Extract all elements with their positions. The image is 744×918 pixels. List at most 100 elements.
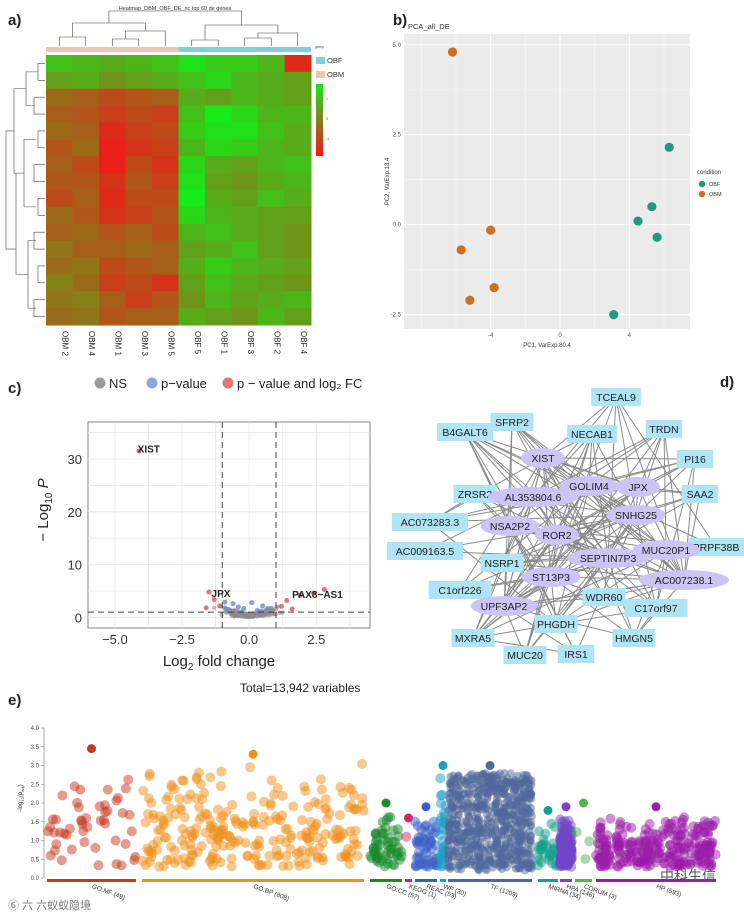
manhattan-point xyxy=(494,797,503,806)
volcano-point-ns xyxy=(246,614,252,619)
manhattan-point xyxy=(416,824,427,835)
heatmap-cell xyxy=(46,190,73,208)
heatmap-cell xyxy=(125,240,153,258)
manhattan-point xyxy=(596,853,607,864)
manhattan-point xyxy=(611,840,622,851)
manhattan-point xyxy=(439,810,450,821)
volcano-point-ns xyxy=(263,613,268,618)
manhattan-point xyxy=(506,815,515,824)
manhattan-point xyxy=(111,859,122,870)
volcano-point-ns xyxy=(251,613,256,618)
manhattan-point xyxy=(525,775,534,784)
manhattan-point xyxy=(446,789,455,798)
manhattan-point xyxy=(334,832,345,843)
manhattan-point xyxy=(371,844,382,855)
manhattan-point xyxy=(565,852,576,863)
manhattan-point xyxy=(472,835,481,844)
manhattan-point xyxy=(349,804,360,815)
volcano-point-sig xyxy=(206,589,212,595)
network-edge xyxy=(542,457,590,487)
network-edge xyxy=(472,485,590,639)
manhattan-point xyxy=(421,842,432,853)
volcano-point-ns xyxy=(242,614,247,619)
manhattan-point xyxy=(644,855,655,866)
manhattan-source-label: GO:MF (49) xyxy=(91,883,126,901)
manhattan-point xyxy=(469,841,478,850)
volcano-point-ns xyxy=(251,613,257,619)
manhattan-point xyxy=(599,842,610,853)
manhattan-point xyxy=(491,779,500,788)
network-node-label: ZRSR2 xyxy=(458,489,493,501)
network-edge xyxy=(542,457,590,487)
manhattan-point xyxy=(516,837,525,846)
heatmap-cell xyxy=(231,190,259,208)
volcano-point-ns xyxy=(256,609,262,615)
network-edge xyxy=(542,457,685,581)
manhattan-point xyxy=(525,784,534,793)
volcano-point-ns xyxy=(229,610,234,615)
manhattan-point xyxy=(517,830,526,839)
manhattan-point xyxy=(427,859,438,870)
heatmap-cell xyxy=(152,139,179,157)
volcano-point-ns xyxy=(243,613,248,618)
manhattan-point xyxy=(538,848,549,859)
manhattan-point xyxy=(57,790,68,801)
manhattan-point xyxy=(470,861,479,870)
manhattan-point xyxy=(481,860,490,869)
volcano-point-ns xyxy=(243,612,249,617)
heatmap-cell xyxy=(125,55,153,73)
volcano-point-ns xyxy=(234,612,240,617)
manhattan-point xyxy=(643,827,654,838)
network-node-label: ST13P3 xyxy=(532,572,570,584)
network-node-label: C17orf97 xyxy=(634,603,677,615)
manhattan-point xyxy=(452,790,461,799)
manhattan-point xyxy=(518,846,527,855)
pca-point-obf xyxy=(633,216,643,226)
manhattan-point xyxy=(666,823,677,834)
manhattan-point xyxy=(605,853,616,864)
manhattan-point xyxy=(389,860,400,871)
volcano-x-tick-label: −5.0 xyxy=(102,632,128,647)
manhattan-point xyxy=(595,823,606,834)
volcano-y-tick-label: 0 xyxy=(75,610,82,625)
manhattan-point xyxy=(653,837,664,848)
network-node-gene xyxy=(612,629,656,647)
manhattan-point xyxy=(352,839,363,850)
manhattan-point xyxy=(472,843,481,852)
manhattan-point xyxy=(211,853,222,864)
heatmap-cell xyxy=(178,88,206,107)
manhattan-point xyxy=(613,844,624,855)
manhattan-point xyxy=(562,835,573,846)
manhattan-point xyxy=(620,853,631,864)
manhattan-point xyxy=(451,821,460,830)
manhattan-point xyxy=(456,828,465,837)
manhattan-point xyxy=(346,799,357,810)
manhattan-point xyxy=(320,794,331,805)
network-edge xyxy=(550,557,609,578)
network-edge xyxy=(429,521,557,625)
manhattan-point xyxy=(280,824,291,835)
manhattan-point xyxy=(484,845,493,854)
manhattan-top-point xyxy=(485,761,495,770)
manhattan-point xyxy=(499,790,508,799)
manhattan-point xyxy=(461,846,470,855)
manhattan-point xyxy=(336,851,347,862)
manhattan-point xyxy=(452,848,461,857)
volcano-point-ns xyxy=(260,613,266,619)
manhattan-point xyxy=(460,847,469,856)
manhattan-point xyxy=(200,808,211,819)
volcano-point-ns xyxy=(257,611,262,616)
manhattan-point xyxy=(463,808,472,817)
manhattan-point xyxy=(163,812,174,823)
heatmap-cell xyxy=(178,122,206,140)
manhattan-point xyxy=(458,853,467,862)
network-node-label: SFRP2 xyxy=(495,417,529,429)
manhattan-point xyxy=(506,832,515,841)
manhattan-point xyxy=(258,811,269,822)
manhattan-point xyxy=(559,840,570,851)
manhattan-point xyxy=(148,839,159,850)
manhattan-point xyxy=(477,844,486,853)
manhattan-point xyxy=(566,844,577,855)
network-edge xyxy=(509,496,534,527)
